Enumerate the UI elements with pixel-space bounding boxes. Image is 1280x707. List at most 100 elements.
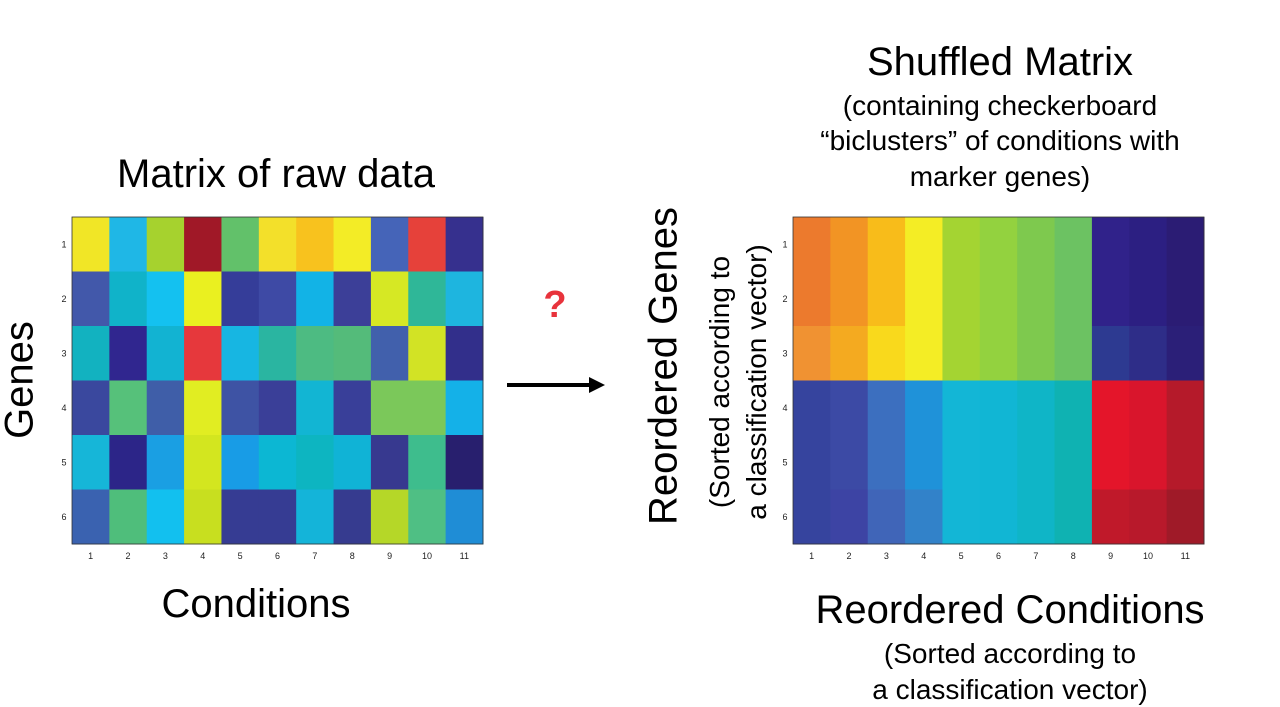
left-heatmap-cell-r2-c6 xyxy=(258,271,297,327)
right-heatmap-x-tick-label: 3 xyxy=(884,551,889,561)
right-heatmap-cell-r1-c4 xyxy=(905,217,943,272)
left-heatmap-cell-r6-c2 xyxy=(109,489,148,545)
right-heatmap-x-tick-label: 4 xyxy=(921,551,926,561)
left-heatmap-cell-r4-c3 xyxy=(146,380,185,436)
right-heatmap-cell-r3-c7 xyxy=(1017,326,1056,381)
right-heatmap-y-tick-label: 3 xyxy=(782,348,787,358)
right-heatmap-y-tick-label: 4 xyxy=(782,403,787,413)
right-heatmap-cell-r5-c3 xyxy=(867,435,906,490)
left-heatmap-cell-r3-c6 xyxy=(258,326,297,381)
left-heatmap-y-tick-label: 2 xyxy=(61,294,66,304)
left-heatmap-x-tick-label: 5 xyxy=(238,551,243,561)
right-heatmap-cell-r4-c5 xyxy=(942,380,981,436)
right-heatmap-cell-r1-c9 xyxy=(1091,217,1130,272)
right-heatmap-cell-r1-c11 xyxy=(1166,217,1205,272)
left-heatmap-y-tick-label: 1 xyxy=(61,239,66,249)
right-heatmap-cell-r5-c6 xyxy=(979,435,1018,490)
left-heatmap-cell-r5-c8 xyxy=(333,435,372,490)
right-heatmap-x-tick-label: 7 xyxy=(1033,551,1038,561)
right-heatmap-cell-r4-c3 xyxy=(867,380,906,436)
right-heatmap-cell-r5-c4 xyxy=(905,435,943,490)
left-heatmap-cell-r3-c7 xyxy=(296,326,335,381)
right-heatmap-cell-r4-c10 xyxy=(1129,380,1168,436)
right-subtitle-line-3: marker genes) xyxy=(909,161,1091,192)
right-heatmap-y-tick-label: 2 xyxy=(782,294,787,304)
right-heatmap-cell-r2-c2 xyxy=(830,271,869,327)
right-heatmap-cell-r1-c3 xyxy=(867,217,906,272)
right-heatmap-y-tick-label: 1 xyxy=(782,239,787,249)
right-x-axis-label: Reordered Conditions xyxy=(815,588,1205,632)
right-heatmap-cell-r5-c8 xyxy=(1054,435,1093,490)
left-heatmap-cell-r1-c3 xyxy=(146,217,185,272)
left-heatmap-x-tick-label: 2 xyxy=(126,551,131,561)
left-heatmap-cell-r1-c7 xyxy=(296,217,335,272)
left-heatmap-cell-r4-c1 xyxy=(72,380,110,436)
left-heatmap-cell-r4-c5 xyxy=(221,380,260,436)
left-heatmap-cell-r5-c5 xyxy=(221,435,260,490)
left-heatmap-x-tick-label: 10 xyxy=(422,551,432,561)
left-heatmap-cell-r2-c3 xyxy=(146,271,185,327)
right-heatmap-cell-r1-c8 xyxy=(1054,217,1093,272)
right-heatmap-cell-r1-c7 xyxy=(1017,217,1056,272)
left-heatmap-cell-r6-c4 xyxy=(184,489,222,545)
right-heatmap-cell-r2-c11 xyxy=(1166,271,1205,327)
right-heatmap-cell-r4-c4 xyxy=(905,380,943,436)
right-heatmap-x-tick-label: 6 xyxy=(996,551,1001,561)
left-heatmap-y-tick-label: 4 xyxy=(61,403,66,413)
left-heatmap-x-tick-label: 6 xyxy=(275,551,280,561)
right-heatmap-cell-r3-c9 xyxy=(1091,326,1130,381)
right-heatmap-cell-r3-c3 xyxy=(867,326,906,381)
left-heatmap-cell-r6-c8 xyxy=(333,489,372,545)
question-mark: ? xyxy=(543,284,567,326)
right-heatmap-cell-r6-c6 xyxy=(979,489,1018,545)
left-heatmap-cell-r3-c5 xyxy=(221,326,260,381)
right-heatmap-cell-r1-c6 xyxy=(979,217,1018,272)
left-heatmap-x-tick-label: 4 xyxy=(200,551,205,561)
right-heatmap-cell-r6-c5 xyxy=(942,489,981,545)
left-heatmap-cell-r6-c3 xyxy=(146,489,185,545)
right-heatmap-cell-r1-c2 xyxy=(830,217,869,272)
left-heatmap-y-tick-label: 5 xyxy=(61,457,66,467)
right-subtitle-line-1: (containing checkerboard xyxy=(842,90,1158,121)
left-heatmap-cell-r4-c9 xyxy=(370,380,409,436)
right-y-axis-label: Reordered Genes xyxy=(641,207,686,525)
left-heatmap-cell-r1-c5 xyxy=(221,217,260,272)
right-heatmap-y-tick-label: 6 xyxy=(782,512,787,522)
left-heatmap-cell-r4-c11 xyxy=(445,380,484,436)
left-heatmap-cell-r4-c7 xyxy=(296,380,335,436)
right-heatmap-cell-r3-c2 xyxy=(830,326,869,381)
right-heatmap-cell-r4-c7 xyxy=(1017,380,1056,436)
left-heatmap-cell-r5-c9 xyxy=(370,435,409,490)
left-heatmap-cell-r3-c3 xyxy=(146,326,185,381)
left-heatmap-y-tick-label: 6 xyxy=(61,512,66,522)
left-heatmap-cell-r2-c11 xyxy=(445,271,484,327)
left-heatmap-x-tick-label: 8 xyxy=(350,551,355,561)
left-heatmap-cell-r6-c11 xyxy=(445,489,484,545)
left-heatmap-cell-r5-c11 xyxy=(445,435,484,490)
left-heatmap-x-tick-label: 3 xyxy=(163,551,168,561)
right-heatmap-x-tick-label: 10 xyxy=(1143,551,1153,561)
right-heatmap-x-tick-label: 9 xyxy=(1108,551,1113,561)
left-heatmap-cell-r2-c9 xyxy=(370,271,409,327)
right-heatmap-x-tick-label: 1 xyxy=(809,551,814,561)
left-heatmap-cell-r3-c10 xyxy=(408,326,447,381)
right-heatmap-cell-r4-c6 xyxy=(979,380,1018,436)
left-heatmap-cell-r4-c6 xyxy=(258,380,297,436)
left-heatmap-cell-r4-c4 xyxy=(184,380,222,436)
right-heatmap-cell-r5-c7 xyxy=(1017,435,1056,490)
right-heatmap-cell-r6-c11 xyxy=(1166,489,1205,545)
right-heatmap-cell-r3-c6 xyxy=(979,326,1018,381)
left-heatmap-cell-r1-c11 xyxy=(445,217,484,272)
right-heatmap-cell-r4-c2 xyxy=(830,380,869,436)
right-heatmap-cell-r6-c4 xyxy=(905,489,943,545)
right-y-axis-sublabel-2: a classification vector) xyxy=(741,244,772,520)
left-heatmap-cell-r1-c4 xyxy=(184,217,222,272)
right-heatmap-cell-r6-c10 xyxy=(1129,489,1168,545)
left-heatmap-cell-r3-c2 xyxy=(109,326,148,381)
right-heatmap-x-tick-label: 11 xyxy=(1181,551,1190,561)
right-heatmap-cell-r5-c2 xyxy=(830,435,869,490)
right-subtitle-line-2: “biclusters” of conditions with xyxy=(820,125,1180,156)
right-heatmap-cell-r6-c3 xyxy=(867,489,906,545)
right-heatmap-cell-r6-c2 xyxy=(830,489,869,545)
left-heatmap-cell-r2-c8 xyxy=(333,271,372,327)
